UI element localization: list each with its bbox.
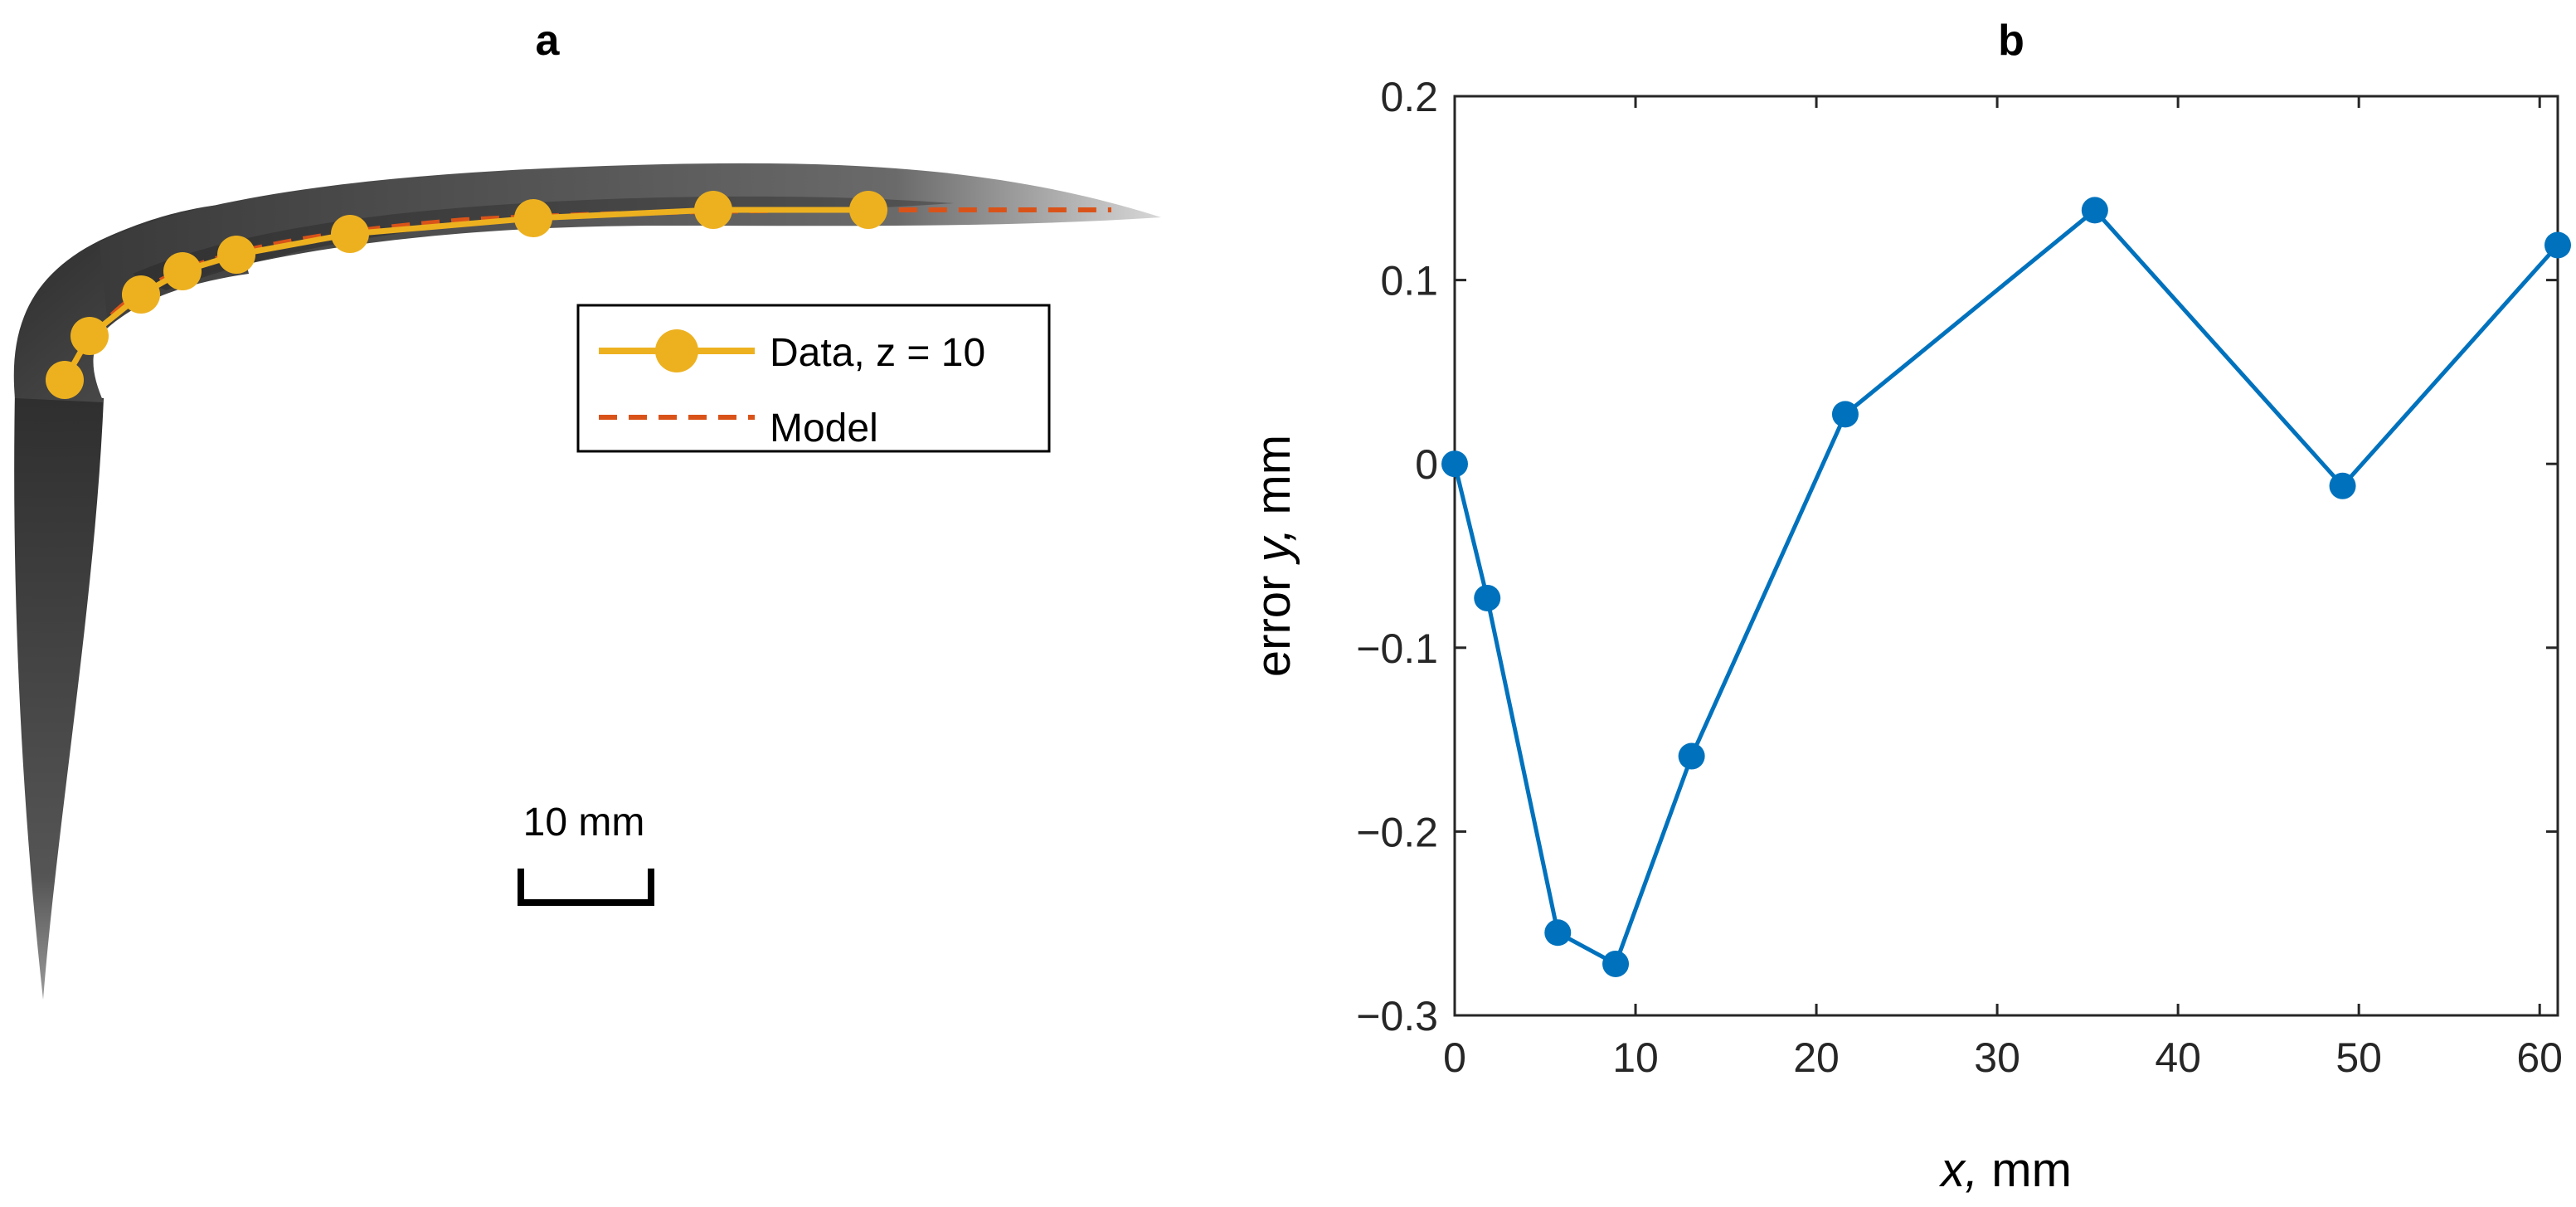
y-tick-label: −0.2 [1356, 809, 1438, 855]
x-tick-label: 20 [1793, 1034, 1840, 1081]
scale-bar-line [518, 869, 654, 906]
scale-bar: 10 mm [518, 801, 654, 906]
y-axis-label: error y, mm [1247, 435, 1300, 677]
data-markers [46, 191, 887, 399]
x-tick-label: 30 [1974, 1034, 2020, 1081]
data-point [694, 191, 732, 229]
panel-b-label: b [1998, 17, 2024, 65]
series-line-error [1452, 207, 2559, 967]
y-tick-label: −0.3 [1356, 993, 1438, 1039]
legend-model-label: Model [770, 406, 878, 450]
data-point [70, 317, 109, 355]
data-point [163, 252, 202, 290]
data-point [1474, 584, 1501, 611]
x-tick-label: 10 [1612, 1034, 1659, 1081]
data-point [217, 236, 255, 274]
legend-data-marker [655, 329, 698, 372]
data-point [1602, 950, 1630, 977]
panel-a: a Data, z = 10 [13, 17, 1161, 1000]
axis-tick-labels: 0 10 20 30 40 50 60 −0.3 −0.2 −0.1 0 0.1 0.2 [1356, 74, 2563, 1081]
x-tick-label: 50 [2335, 1034, 2382, 1081]
x-tick-label: 0 [1443, 1034, 1466, 1081]
x-tick-label: 40 [2155, 1034, 2201, 1081]
data-point [1831, 401, 1859, 428]
y-tick-label: 0.2 [1380, 74, 1438, 120]
data-point [2544, 231, 2571, 259]
plot-area-frame [1453, 95, 2559, 1017]
x-axis-label: x, mm [1938, 1143, 2072, 1197]
data-point [331, 215, 369, 253]
y-tick-label: −0.1 [1356, 625, 1438, 672]
panel-b: b 0 10 20 30 40 50 60 −0.3 −0.2 −0.1 0 0.1 0.2 x, mm… [1247, 17, 2571, 1197]
panel-a-label: a [536, 17, 561, 65]
data-point [514, 199, 552, 237]
data-point [1678, 742, 1705, 770]
specimen-leg [14, 390, 104, 1000]
data-point [2329, 472, 2356, 499]
data-point [1441, 450, 1468, 478]
series-markers [1441, 197, 2571, 977]
data-point [849, 191, 887, 229]
scale-bar-label: 10 mm [523, 801, 645, 844]
y-tick-label: 0 [1415, 441, 1438, 488]
data-point [122, 275, 160, 314]
specimen-arm [100, 163, 1161, 328]
data-point [1544, 919, 1572, 947]
data-point [46, 361, 84, 399]
data-point [2081, 197, 2108, 224]
legend-data-label: Data, z = 10 [770, 331, 985, 375]
y-tick-label: 0.1 [1380, 258, 1438, 304]
axis-ticks [1453, 95, 2558, 1017]
x-tick-label: 60 [2516, 1034, 2563, 1081]
legend-box [576, 304, 1051, 453]
legend: Data, z = 10 Model [576, 304, 1051, 453]
